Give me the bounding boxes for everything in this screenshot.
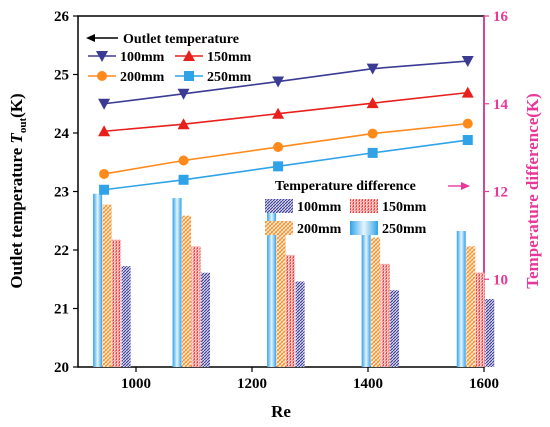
- legend-diff-title: Temperature difference: [275, 179, 416, 194]
- legend-line-items: 100mm 150mm 200mm 250mm: [88, 50, 252, 85]
- legend-swatch-250mm: [350, 221, 378, 235]
- legend-swatch-150mm: [350, 199, 378, 213]
- y-left-tick-label-22: 22: [54, 243, 69, 259]
- legend-outlet: Outlet temperature 100mm 150mm 200mm 250mm: [86, 32, 252, 85]
- point-100mm-2: [272, 76, 285, 88]
- point-150mm-2: [272, 107, 285, 119]
- legend-marker-250mm: [184, 71, 194, 81]
- legend-bar-label-100mm: 100mm: [297, 200, 342, 215]
- legend-swatch-100mm: [265, 199, 293, 213]
- legend-marker-100mm: [96, 51, 108, 62]
- legend-bar-label-150mm: 150mm: [382, 200, 427, 215]
- x-axis-label: Re: [271, 402, 291, 421]
- line-layer: [98, 56, 474, 195]
- bar-250mm-0: [93, 193, 103, 367]
- legend-diff: Temperature difference 100mm 150mm 200mm 25…: [265, 179, 470, 237]
- point-200mm-3: [367, 128, 378, 139]
- point-250mm-3: [367, 147, 378, 158]
- point-100mm-0: [98, 98, 111, 110]
- bar-100mm-3: [390, 290, 400, 367]
- y-right-tick-label-10: 10: [493, 272, 508, 288]
- y-label-main: Outlet temperature: [7, 144, 26, 289]
- y-axis-label-right: Temperature difference(K): [523, 93, 542, 289]
- bar-250mm-1: [172, 198, 182, 367]
- bar-150mm-1: [191, 246, 201, 367]
- legend-marker-200mm: [97, 71, 107, 81]
- bar-150mm-3: [380, 263, 390, 367]
- y-left-tick-label-23: 23: [54, 185, 69, 201]
- legend-label-200mm: 200mm: [120, 70, 165, 85]
- x-tick-label-1400: 1400: [353, 376, 383, 392]
- point-250mm-1: [178, 174, 189, 185]
- point-150mm-1: [177, 118, 190, 130]
- y-right-tick-label-14: 14: [493, 97, 509, 113]
- point-100mm-3: [366, 63, 379, 75]
- bar-100mm-4: [485, 298, 495, 367]
- y-right-tick-label-12: 12: [493, 185, 508, 201]
- legend-outlet-title: Outlet temperature: [123, 32, 239, 47]
- y-axis-label-left: Outlet temperature Tout(K): [7, 93, 29, 288]
- bar-250mm-4: [456, 230, 466, 367]
- y-left-tick-label-20: 20: [54, 360, 69, 376]
- bar-200mm-0: [102, 204, 112, 367]
- point-250mm-2: [273, 161, 284, 172]
- y-label-italic: T: [7, 133, 26, 144]
- point-200mm-0: [99, 168, 110, 179]
- y-label-unit: (K): [7, 93, 26, 118]
- legend-diff-arrowhead: [461, 182, 470, 190]
- tick-layer: 1000 1200 1400 1600 20 21 22 23 24 25 26 10 12 14 16: [54, 9, 509, 392]
- x-tick-label-1200: 1200: [237, 376, 267, 392]
- bar-150mm-0: [112, 239, 122, 367]
- y-left-tick-label-26: 26: [54, 9, 70, 25]
- line-150mm: [104, 91, 468, 133]
- point-200mm-1: [178, 155, 189, 166]
- legend-label-150mm: 150mm: [207, 50, 252, 65]
- point-200mm-2: [273, 142, 284, 153]
- legend-outlet-arrowhead: [86, 34, 95, 42]
- bar-200mm-1: [182, 215, 192, 367]
- y-left-tick-label-24: 24: [54, 126, 70, 142]
- point-150mm-3: [366, 97, 379, 109]
- point-200mm-4: [462, 118, 473, 129]
- bar-200mm-3: [371, 237, 381, 367]
- y-left-tick-label-25: 25: [54, 68, 69, 84]
- line-200mm: [103, 122, 468, 175]
- legend-marker-150mm: [183, 50, 195, 61]
- legend-bar-items: 100mm 150mm 200mm 250mm: [265, 199, 427, 237]
- bar-200mm-4: [466, 246, 476, 367]
- point-250mm-4: [462, 135, 473, 146]
- point-150mm-0: [98, 125, 111, 137]
- point-100mm-4: [461, 56, 474, 68]
- legend-label-100mm: 100mm: [120, 50, 165, 65]
- legend-label-250mm: 250mm: [207, 70, 252, 85]
- y-left-tick-label-21: 21: [54, 302, 69, 318]
- point-250mm-0: [99, 184, 110, 195]
- bar-150mm-2: [286, 255, 296, 367]
- bar-250mm-3: [361, 222, 371, 367]
- bar-100mm-0: [121, 266, 131, 367]
- bar-150mm-4: [475, 272, 485, 367]
- bar-100mm-2: [295, 281, 305, 367]
- y-right-tick-label-16: 16: [493, 9, 509, 25]
- legend-swatch-200mm: [265, 221, 293, 235]
- x-tick-label-1000: 1000: [121, 376, 151, 392]
- legend-bar-label-250mm: 250mm: [382, 222, 427, 237]
- point-100mm-1: [177, 88, 190, 100]
- x-tick-label-1600: 1600: [469, 376, 499, 392]
- bar-100mm-1: [201, 272, 211, 367]
- point-150mm-4: [461, 86, 474, 98]
- y-label-sub: out: [17, 118, 29, 134]
- bar-250mm-2: [267, 211, 277, 367]
- bar-200mm-2: [276, 226, 286, 367]
- bar-layer: [93, 193, 495, 367]
- legend-bar-label-200mm: 200mm: [297, 222, 342, 237]
